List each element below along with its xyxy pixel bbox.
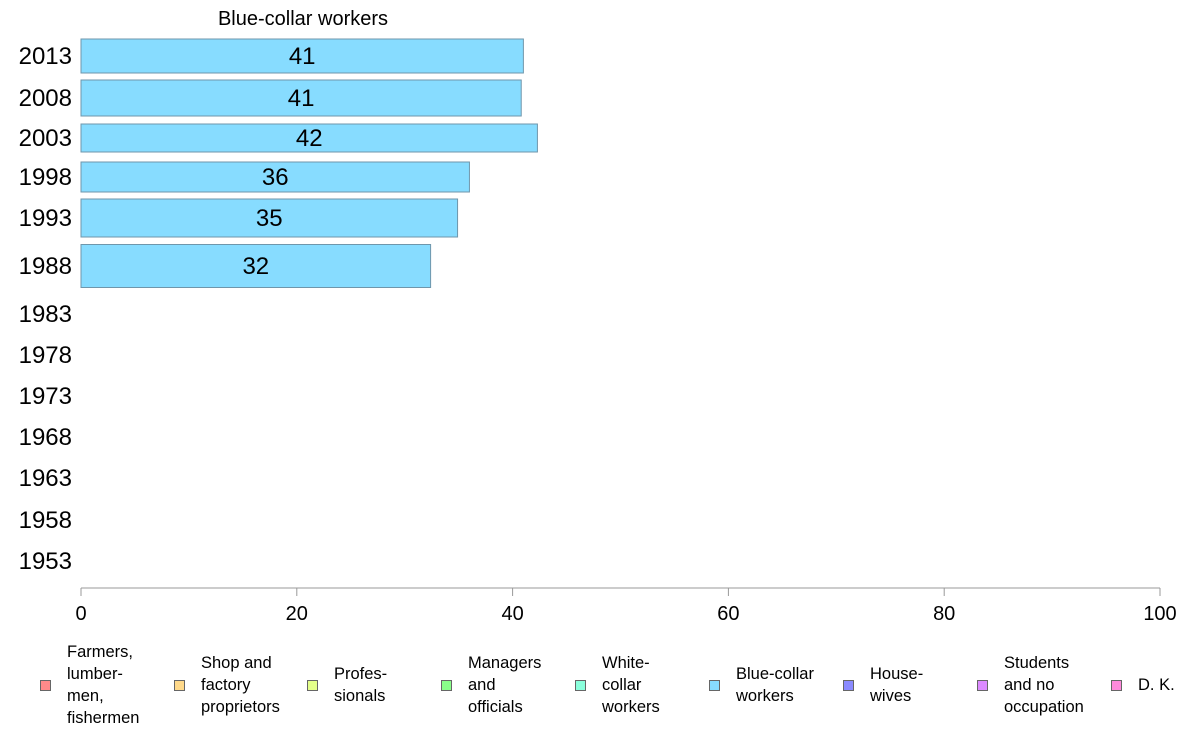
legend-item-students: Students and no occupation — [977, 640, 1084, 730]
legend-swatch — [843, 679, 854, 691]
legend-item-dk: D. K. — [1111, 640, 1175, 730]
legend-item-white-collar: White- collar workers — [575, 640, 660, 730]
chart-title: Blue-collar workers — [218, 8, 388, 30]
bar — [80, 79, 522, 117]
year-label: 1983 — [19, 301, 72, 328]
legend-swatch — [307, 679, 318, 691]
legend-label: Profes- sionals — [334, 665, 388, 705]
year-label: 1968 — [19, 424, 72, 451]
legend-swatch — [575, 679, 586, 691]
legend-swatch — [40, 679, 51, 691]
legend-label: Students and no occupation — [1004, 654, 1084, 716]
year-label: 1998 — [19, 164, 72, 191]
legend-item-shop-proprietors: Shop and factory proprietors — [174, 640, 280, 730]
legend-label: House- wives — [870, 665, 924, 705]
legend-swatch — [709, 679, 720, 691]
year-label: 1958 — [19, 507, 72, 534]
bar — [80, 244, 432, 288]
year-label: 1978 — [19, 342, 72, 369]
x-tick-label: 100 — [1143, 603, 1176, 625]
year-label: 2003 — [19, 125, 72, 152]
legend-swatch — [174, 679, 185, 691]
year-label: 1988 — [19, 253, 72, 280]
bar — [80, 161, 470, 193]
year-label: 1993 — [19, 205, 72, 232]
year-label: 1963 — [19, 465, 72, 492]
legend-swatch — [977, 679, 988, 691]
bar — [80, 123, 538, 153]
bar-value-label: 42 — [296, 125, 323, 152]
x-tick-label: 80 — [933, 603, 955, 625]
legend-label: Shop and factory proprietors — [201, 654, 280, 716]
legend-item-housewives: House- wives — [843, 640, 923, 730]
legend-label: D. K. — [1138, 676, 1175, 694]
bars-layer: 41 41 42 36 35 32 — [80, 38, 538, 288]
legend-label: Blue-collar workers — [736, 665, 814, 705]
x-tick-label: 60 — [717, 603, 739, 625]
year-label: 1973 — [19, 383, 72, 410]
bar — [80, 38, 524, 74]
bar-value-label: 41 — [288, 85, 315, 112]
legend-label: Farmers, lumber- men, fishermen — [67, 643, 140, 727]
legend-label: White- collar workers — [602, 654, 660, 716]
bar-value-label: 35 — [256, 205, 283, 232]
legend-swatch — [1111, 679, 1122, 691]
year-labels: 2013 2008 2003 1998 1993 1988 1983 1978 1973 1968… — [19, 43, 72, 575]
legend-swatch — [441, 679, 452, 691]
legend-item-blue-collar: Blue-collar workers — [709, 640, 814, 730]
bar-value-label: 36 — [262, 164, 289, 191]
x-tick-label: 40 — [501, 603, 523, 625]
bar — [80, 198, 459, 238]
x-tick-label: 0 — [75, 603, 86, 625]
legend-item-farmers: Farmers, lumber- men, fishermen — [40, 640, 139, 730]
legend: Farmers, lumber- men, fishermen Shop and… — [0, 640, 1188, 736]
x-tick-label: 20 — [286, 603, 308, 625]
x-axis: 0 20 40 60 80 100 — [75, 587, 1177, 625]
legend-label: Managers and officials — [468, 654, 542, 716]
legend-item-managers: Managers and officials — [441, 640, 541, 730]
year-label: 2013 — [19, 43, 72, 70]
year-label: 2008 — [19, 85, 72, 112]
year-label: 1953 — [19, 548, 72, 575]
bar-value-label: 41 — [289, 43, 316, 70]
bar-value-label: 32 — [242, 253, 269, 280]
legend-item-professionals: Profes- sionals — [307, 640, 387, 730]
